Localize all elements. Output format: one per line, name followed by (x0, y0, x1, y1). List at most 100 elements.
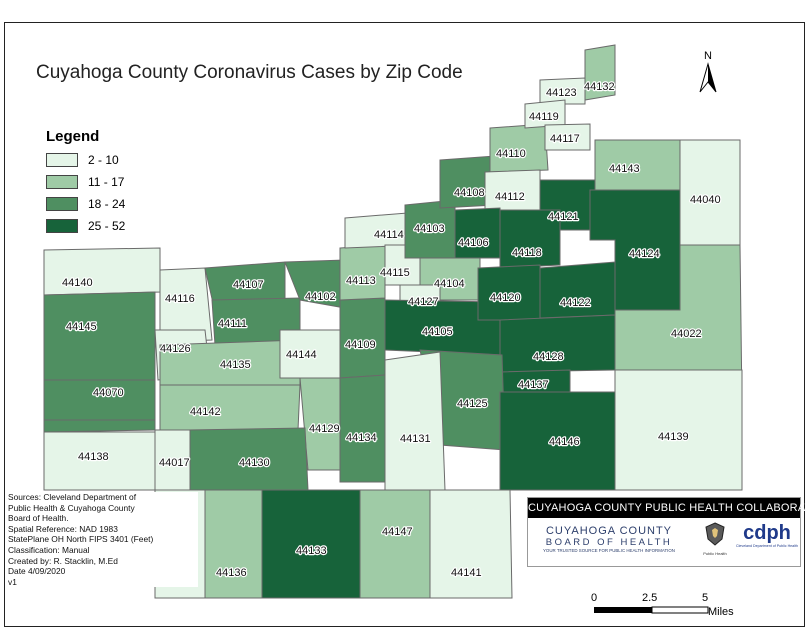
zip-label-44130: 44130 (239, 457, 270, 469)
zip-label-44129: 44129 (309, 423, 340, 435)
map-title: Cuyahoga County Coronavirus Cases by Zip… (36, 62, 463, 83)
zip-label-44102: 44102 (305, 291, 336, 303)
zip-area-44122 (539, 261, 616, 319)
legend-item: 11 - 17 (46, 173, 125, 191)
zip-label-44132: 44132 (584, 81, 615, 93)
zip-label-44103: 44103 (414, 223, 445, 235)
scale-tick-label: 0 (591, 592, 598, 604)
zip-label-44112: 44112 (495, 191, 525, 203)
zip-label-44107: 44107 (233, 279, 264, 291)
sources-line: Board of Health. (8, 513, 69, 524)
zip-label-44140: 44140 (62, 277, 93, 289)
sources-line: Created by: R. Stacklin, M.Ed (8, 555, 118, 566)
zip-label-44133: 44133 (296, 545, 327, 557)
zip-area-44128 (499, 314, 616, 373)
zip-area-44133 (261, 489, 361, 599)
zip-area-44109 (339, 297, 386, 379)
legend-title: Legend (46, 128, 100, 145)
zip-area-44141 (429, 489, 513, 599)
zip-area-44113 (339, 244, 386, 301)
north-letter: N (704, 50, 712, 62)
zip-area-44132 (584, 44, 616, 101)
collaborative-banner: CUYAHOGA COUNTY PUBLIC HEALTH COLLABORAT… (528, 498, 811, 518)
zip-label-44144: 44144 (286, 349, 317, 361)
zip-label-44139: 44139 (658, 431, 689, 443)
zip-label-44131: 44131 (400, 433, 431, 445)
zip-label-44116: 44116 (165, 293, 195, 305)
board-of-health-logo: CUYAHOGA COUNTY BOARD OF HEALTH YOUR TRU… (534, 526, 684, 554)
zip-area-44070 (43, 379, 156, 421)
north-arrow-icon (699, 62, 717, 93)
legend-swatch (46, 197, 78, 211)
public-health-logo: Public Health (698, 522, 732, 558)
legend-label: 2 - 10 (88, 153, 119, 167)
zip-area-44106 (454, 207, 503, 259)
sources-line: Spatial Reference: NAD 1983 (8, 523, 118, 534)
zip-polygons (43, 44, 743, 599)
zip-label-44118: 44118 (512, 247, 542, 259)
zip-area-44134 (339, 374, 386, 483)
zip-label-44120: 44120 (490, 292, 521, 304)
legend-label: 18 - 24 (88, 197, 126, 211)
legend-item: 18 - 24 (46, 195, 125, 213)
sources-line: v1 (8, 576, 17, 587)
zip-label-44145: 44145 (66, 321, 97, 333)
zip-label-44105: 44105 (422, 326, 453, 338)
sources-line: Public Health & Cuyahoga County (8, 502, 135, 513)
zip-label-44117: 44117 (550, 133, 580, 145)
board-sub: BOARD OF HEALTH (545, 537, 673, 548)
zip-label-44119: 44119 (529, 111, 559, 123)
scale-tick-label: 2.5 (642, 592, 658, 604)
legend-item: 25 - 52 (46, 217, 125, 235)
scale-tick-label: 5 (702, 592, 709, 604)
zip-area-44116 (159, 267, 213, 343)
zip-area-44139 (614, 369, 743, 491)
zip-label-44142: 44142 (190, 406, 221, 418)
zip-area-44136 (204, 489, 263, 599)
zip-label-44122: 44122 (560, 297, 591, 309)
zip-area-44040 (679, 139, 741, 246)
zip-label-44136: 44136 (216, 567, 247, 579)
legend-swatch (46, 153, 78, 167)
cdph-name: cdph (743, 522, 791, 544)
zip-labels: 44140 44116 44145 44126 44070 44107 44111 44102… (61, 80, 722, 580)
zip-area-44131 (384, 351, 446, 491)
legend-swatch (46, 219, 78, 233)
zip-label-44017: 44017 (159, 457, 190, 469)
sources-line: Sources: Cleveland Department of (8, 492, 137, 502)
zip-label-44104: 44104 (434, 278, 465, 290)
zip-label-44134: 44134 (346, 432, 377, 444)
zip-area-44147 (359, 489, 431, 599)
zip-label-44127: 44127 (408, 296, 439, 308)
zip-label-44110: 44110 (496, 148, 526, 160)
scale-units: Miles (708, 606, 734, 618)
legend-label: 11 - 17 (88, 175, 125, 189)
zip-label-44146: 44146 (549, 436, 580, 448)
zip-label-44138: 44138 (78, 451, 109, 463)
zip-label-44135: 44135 (220, 359, 251, 371)
collaborative-panel: CUYAHOGA COUNTY PUBLIC HEALTH COLLABORAT… (527, 497, 811, 567)
sources-line: Classification: Manual (8, 544, 90, 555)
zip-label-44143: 44143 (609, 163, 640, 175)
scale-bar: 0 2.5 5 Miles (590, 592, 740, 622)
public-health-text: Public Health (703, 551, 727, 556)
zip-label-44109: 44109 (345, 339, 376, 351)
sources-line: StatePlane OH North FIPS 3401 (Feet) (8, 534, 154, 545)
zip-label-44114: 44114 (374, 229, 404, 241)
legend: Legend 2 - 10 11 - 17 18 - 24 25 - 52 (46, 128, 125, 239)
zip-label-44111: 44111 (218, 318, 247, 330)
zip-area-44123 (539, 77, 586, 105)
board-tagline: YOUR TRUSTED SOURCE FOR PUBLIC HEALTH IN… (543, 548, 675, 553)
zip-label-44123: 44123 (546, 87, 577, 99)
zip-label-44121: 44121 (548, 211, 579, 223)
zip-label-44106: 44106 (458, 237, 489, 249)
zip-label-44070: 44070 (93, 387, 124, 399)
zip-area-44117 (544, 123, 591, 151)
cdph-sub: Cleveland Department of Public Health (736, 544, 798, 548)
zip-label-44115: 44115 (380, 267, 410, 279)
legend-item: 2 - 10 (46, 151, 125, 169)
board-name: CUYAHOGA COUNTY (545, 525, 673, 537)
sources-note: Sources: Cleveland Department of Public … (8, 492, 198, 588)
zip-label-44125: 44125 (457, 398, 488, 410)
